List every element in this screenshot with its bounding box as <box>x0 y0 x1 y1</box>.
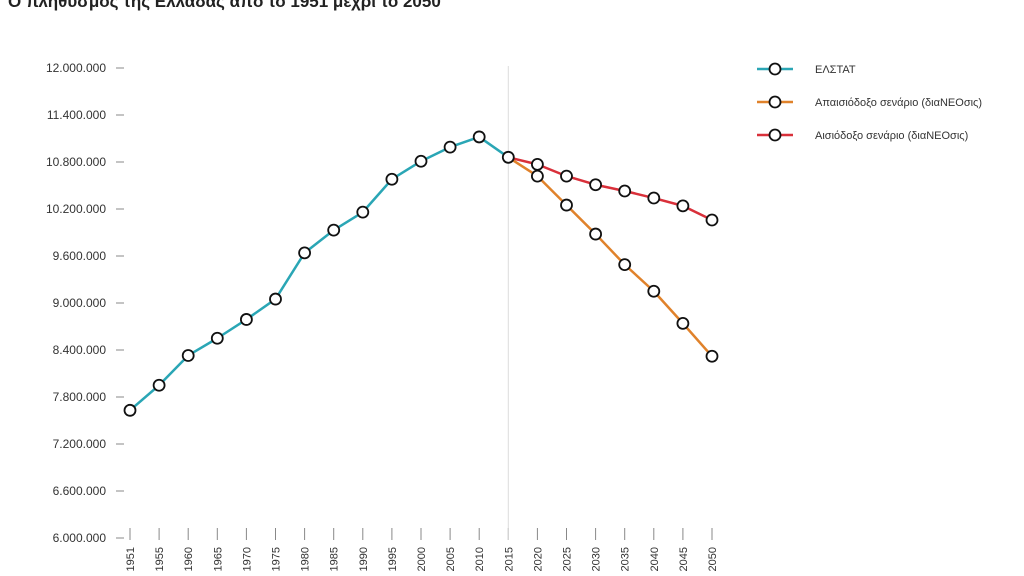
x-tick-label: 2045 <box>678 547 690 571</box>
y-tick-label: 6.000.000 <box>53 531 107 545</box>
y-tick-label: 9.000.000 <box>53 296 107 310</box>
data-point <box>472 130 486 144</box>
legend-label: Απαισιόδοξο σενάριο (διαΝΕΟσις) <box>815 97 982 109</box>
data-point <box>239 313 253 326</box>
data-point <box>531 157 544 171</box>
x-tick-label: 1995 <box>387 547 399 571</box>
data-point <box>618 258 632 272</box>
x-tick-label: 1951 <box>125 547 137 571</box>
data-point <box>705 213 719 227</box>
y-tick-label: 9.600.000 <box>53 249 107 263</box>
data-point <box>705 349 719 363</box>
x-tick-label: 2015 <box>503 547 515 571</box>
data-point <box>298 246 312 260</box>
data-point <box>531 169 544 183</box>
x-tick-label: 2020 <box>532 547 544 571</box>
legend-swatch-marker <box>768 95 782 109</box>
x-tick-label: 1960 <box>183 547 195 571</box>
data-point <box>152 378 166 392</box>
legend-label: ΕΛΣΤΑΤ <box>815 64 856 76</box>
x-tick-label: 1975 <box>271 547 283 571</box>
x-tick-label: 1970 <box>241 547 253 571</box>
y-tick-label: 11.400.000 <box>47 108 106 122</box>
y-tick-label: 7.200.000 <box>53 437 107 451</box>
data-point <box>443 140 457 154</box>
x-tick-label: 2005 <box>445 547 457 571</box>
data-point <box>414 154 428 168</box>
x-tick-label: 1980 <box>300 547 312 571</box>
data-point <box>618 184 632 198</box>
data-point <box>647 284 661 298</box>
x-tick-label: 2010 <box>474 547 486 571</box>
data-point <box>589 227 602 241</box>
data-point <box>356 205 370 219</box>
data-point <box>385 172 399 186</box>
chart-title: Ο πληθυσμός της Ελλάδας από το 1951 μέχρ… <box>8 0 441 11</box>
data-point <box>589 178 602 192</box>
data-point <box>647 191 661 205</box>
data-point <box>560 198 573 212</box>
data-point <box>327 223 341 237</box>
data-point <box>123 403 137 417</box>
series-line <box>507 156 713 358</box>
y-tick-label: 7.800.000 <box>53 390 107 404</box>
data-point <box>269 292 282 306</box>
y-tick-label: 10.200.000 <box>46 202 106 216</box>
legend-swatch-marker <box>768 128 782 142</box>
x-tick-label: 2050 <box>707 547 719 571</box>
y-tick-label: 8.400.000 <box>53 343 107 357</box>
y-tick-label: 10.800.000 <box>46 155 106 169</box>
y-tick-label: 6.600.000 <box>53 484 107 498</box>
x-tick-label: 2030 <box>591 547 603 571</box>
data-point <box>181 349 195 362</box>
x-tick-label: 2040 <box>649 547 661 571</box>
data-point <box>501 150 515 164</box>
data-point <box>560 169 573 183</box>
data-point <box>676 316 690 330</box>
x-tick-label: 1965 <box>212 547 224 571</box>
x-tick-label: 2000 <box>416 547 428 571</box>
x-tick-label: 1955 <box>154 547 166 571</box>
y-tick-label: 12.000.000 <box>46 61 106 75</box>
data-point <box>676 199 690 213</box>
legend-swatch-marker <box>768 62 782 76</box>
data-point <box>210 331 224 345</box>
series-line <box>129 135 510 412</box>
x-tick-label: 2035 <box>620 547 632 571</box>
x-tick-label: 1985 <box>329 547 341 571</box>
x-tick-label: 2025 <box>562 547 574 571</box>
legend-label: Αισιόδοξο σενάριο (διαΝΕΟσις) <box>815 130 968 142</box>
x-tick-label: 1990 <box>358 547 370 571</box>
